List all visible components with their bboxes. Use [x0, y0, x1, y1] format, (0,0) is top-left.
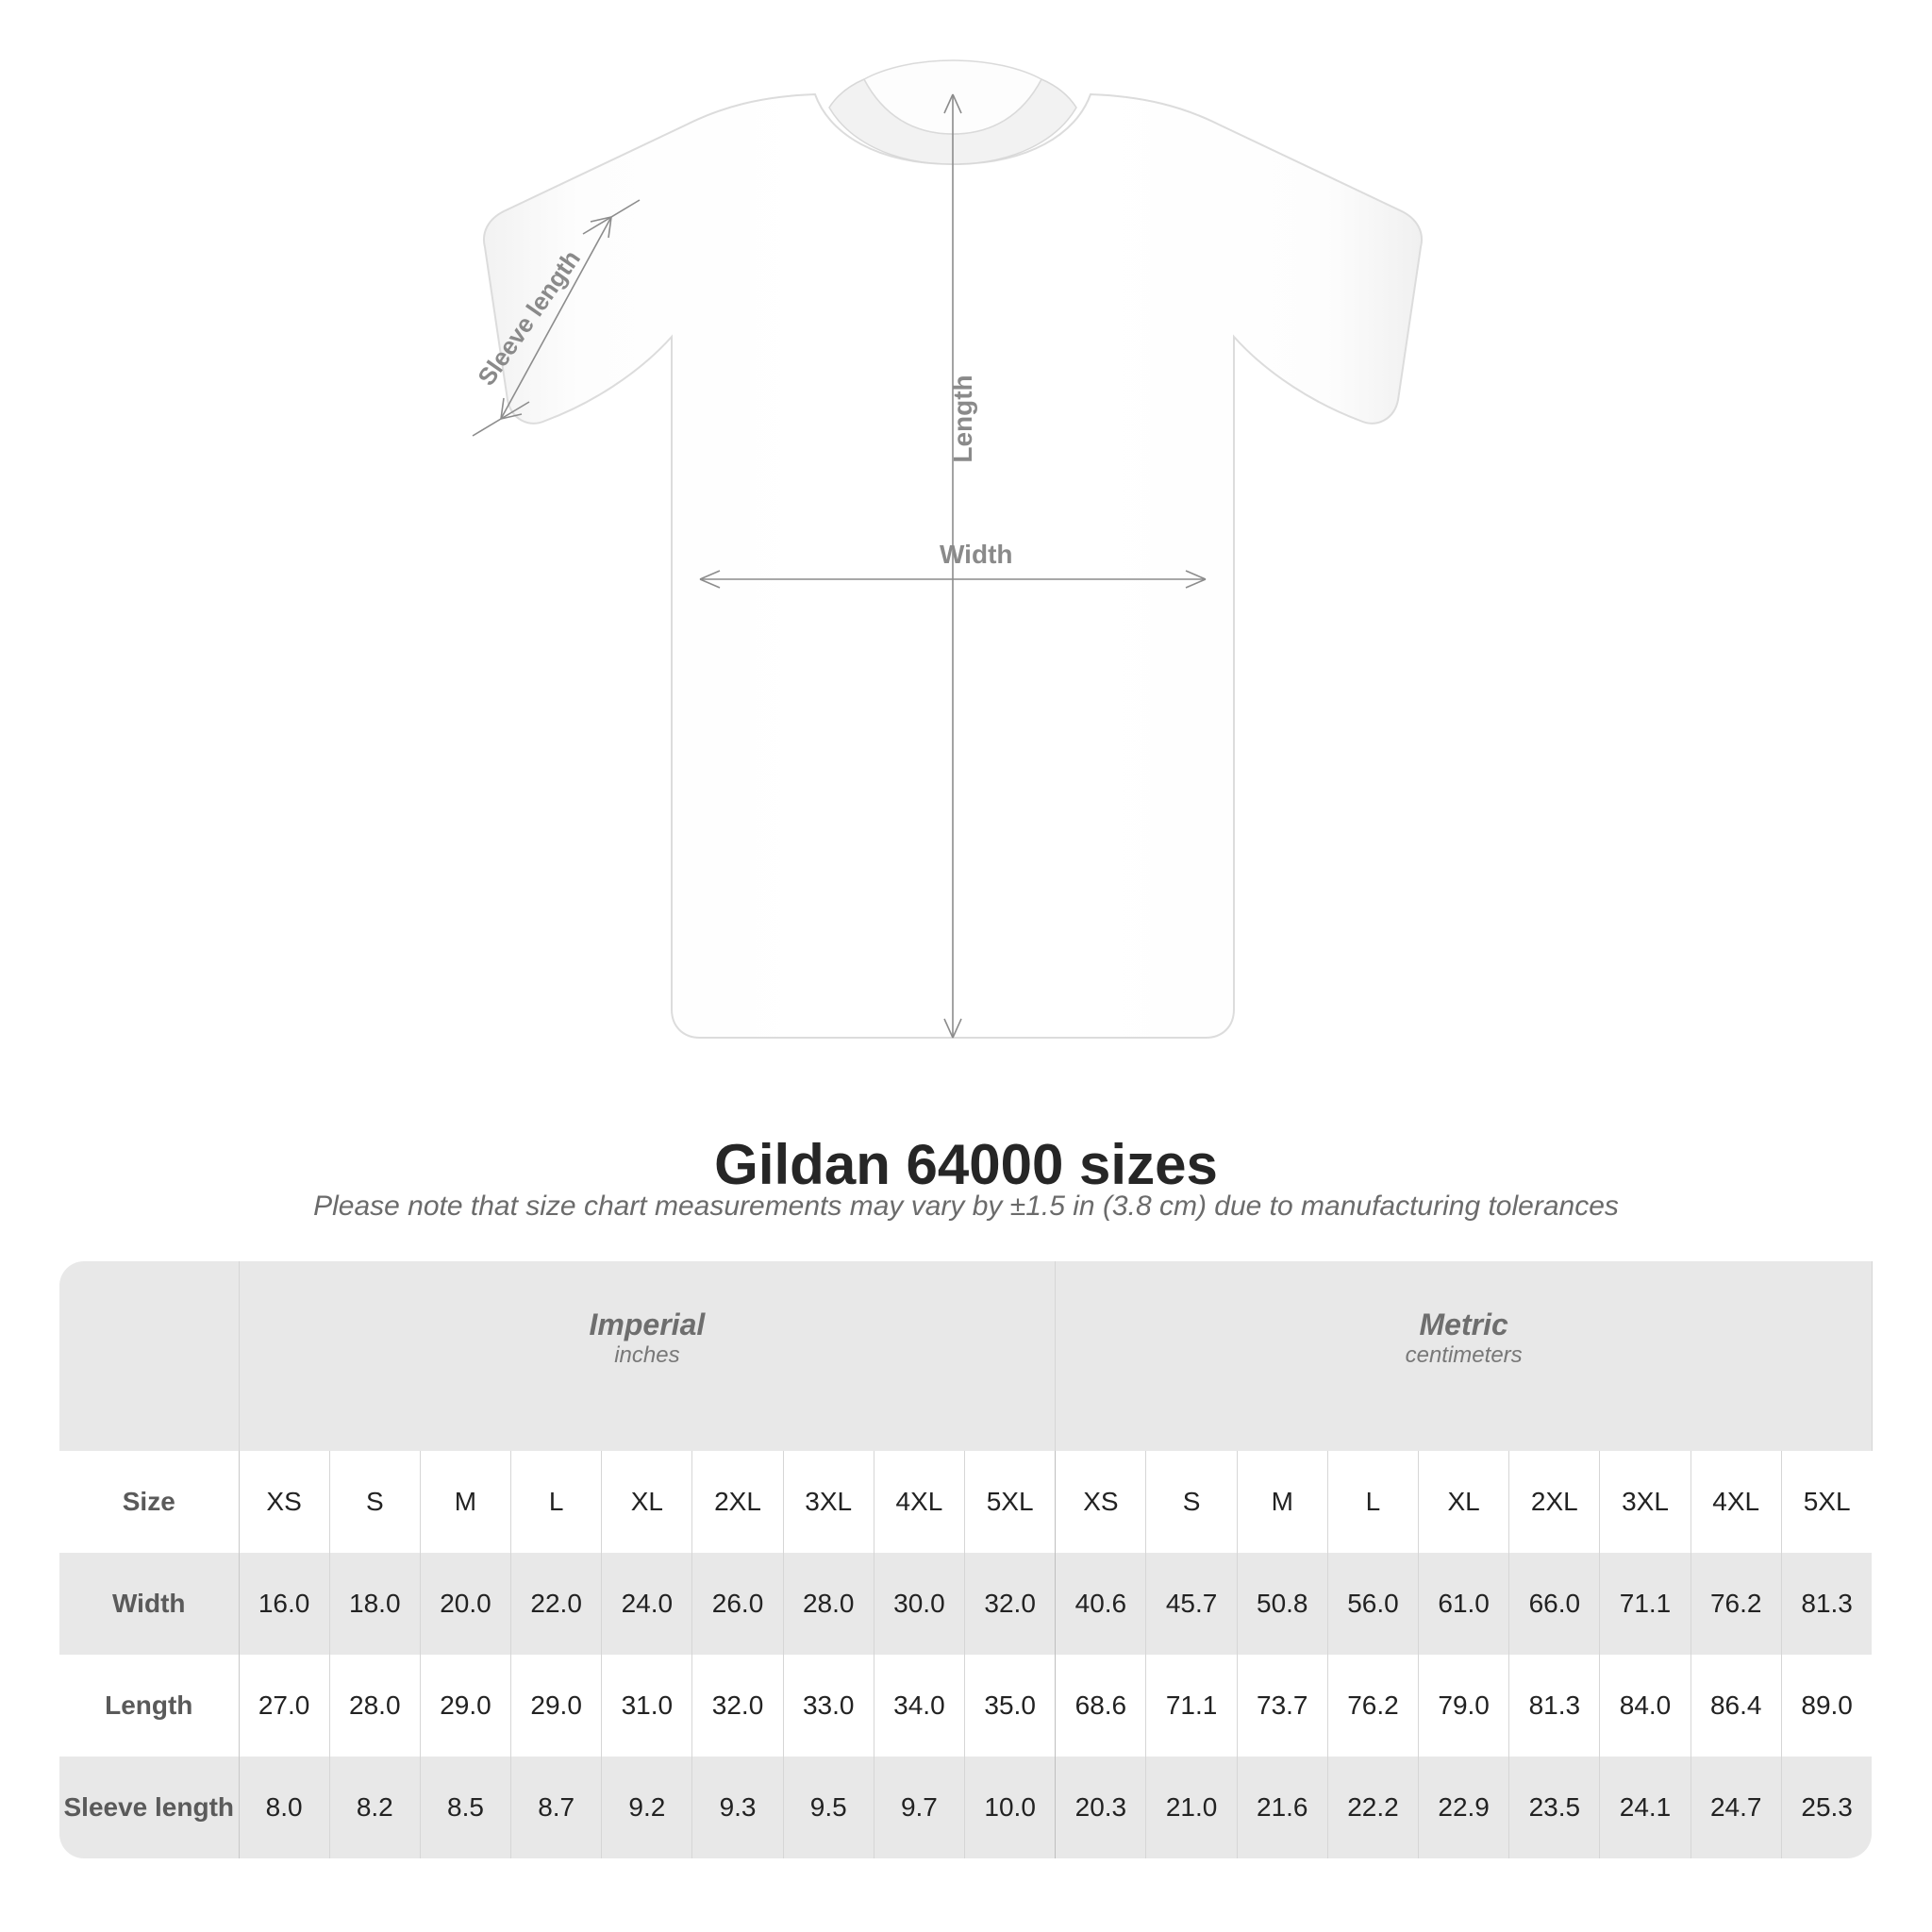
svg-text:Length: Length [948, 375, 977, 462]
svg-text:Width: Width [940, 540, 1013, 569]
